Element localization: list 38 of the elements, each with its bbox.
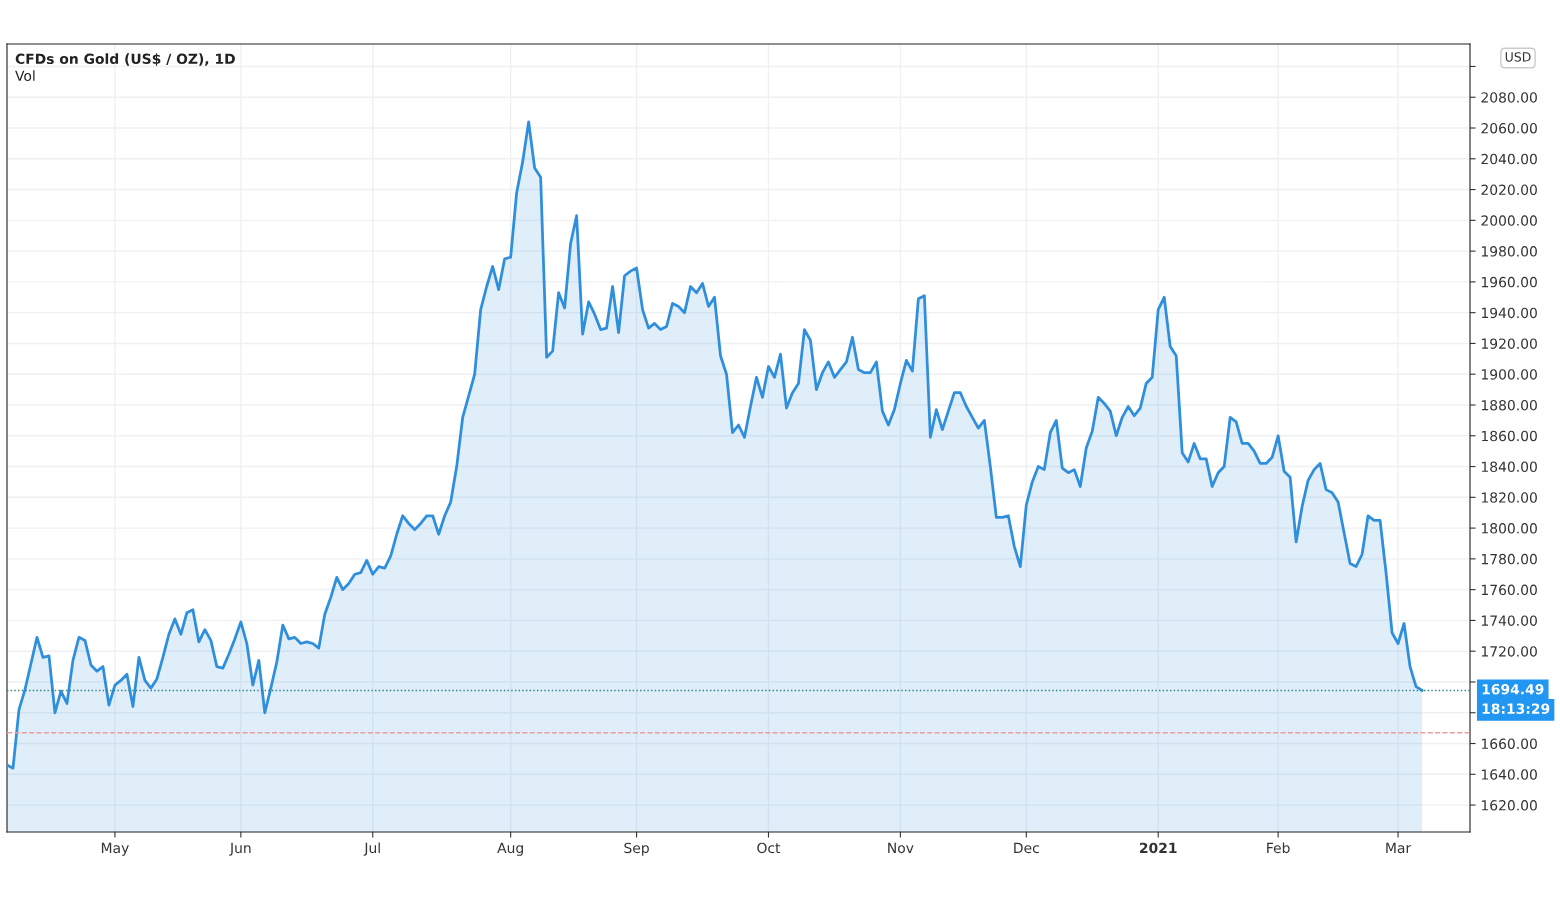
y-tick-label: 1940.00 [1481, 307, 1537, 319]
x-tick-label: Mar [1386, 842, 1412, 854]
text: CFDs on Gold (US$ / OZ), 1D [15, 53, 235, 66]
y-tick-label: 1620.00 [1481, 800, 1537, 811]
x-tick-label: Oct [757, 842, 781, 854]
y-tick-label: 1800.00 [1481, 523, 1537, 534]
text: 18:13:29 [1482, 703, 1550, 714]
ref-line-label: 1694.49 [1482, 683, 1544, 695]
y-tick-label: 1960.00 [1481, 276, 1537, 288]
y-tick-label: 2080.00 [1481, 92, 1537, 103]
y-tick-label: 1660.00 [1481, 738, 1537, 749]
x-tick-label: 2021 [1139, 842, 1177, 854]
x-tick-label: Dec [1014, 842, 1039, 854]
y-tick-label: 1720.00 [1481, 646, 1537, 657]
y-tick-label: 1780.00 [1481, 553, 1537, 565]
y-tick-label: 2020.00 [1481, 184, 1537, 196]
y-tick-label: 1920.00 [1481, 338, 1537, 349]
y-tick-label: 1640.00 [1481, 769, 1537, 780]
y-tick-label: 1880.00 [1481, 399, 1537, 411]
x-tick-label: Aug [497, 842, 523, 856]
y-tick-label: 2060.00 [1481, 122, 1537, 134]
y-tick-label: 1820.00 [1481, 492, 1537, 503]
y-tick-label: 1860.00 [1481, 430, 1537, 442]
x-tick-label: Sep [624, 842, 649, 856]
y-tick-label: 1840.00 [1481, 461, 1537, 473]
x-tick-label: Feb [1267, 842, 1290, 854]
x-tick-label: Jul [363, 842, 380, 856]
text: USD [1505, 52, 1531, 62]
y-tick-label: 1900.00 [1481, 369, 1537, 380]
annotation: Vol [15, 70, 35, 82]
y-tick-label: 1740.00 [1481, 615, 1537, 626]
x-tick-label: Jun [229, 842, 251, 856]
x-tick-label: Nov [888, 842, 914, 854]
y-tick-label: 1760.00 [1481, 584, 1537, 596]
y-tick-label: 2000.00 [1481, 215, 1537, 226]
x-tick-label: May [101, 842, 129, 856]
y-tick-label: 1980.00 [1481, 246, 1537, 257]
y-tick-label: 2040.00 [1481, 153, 1537, 165]
